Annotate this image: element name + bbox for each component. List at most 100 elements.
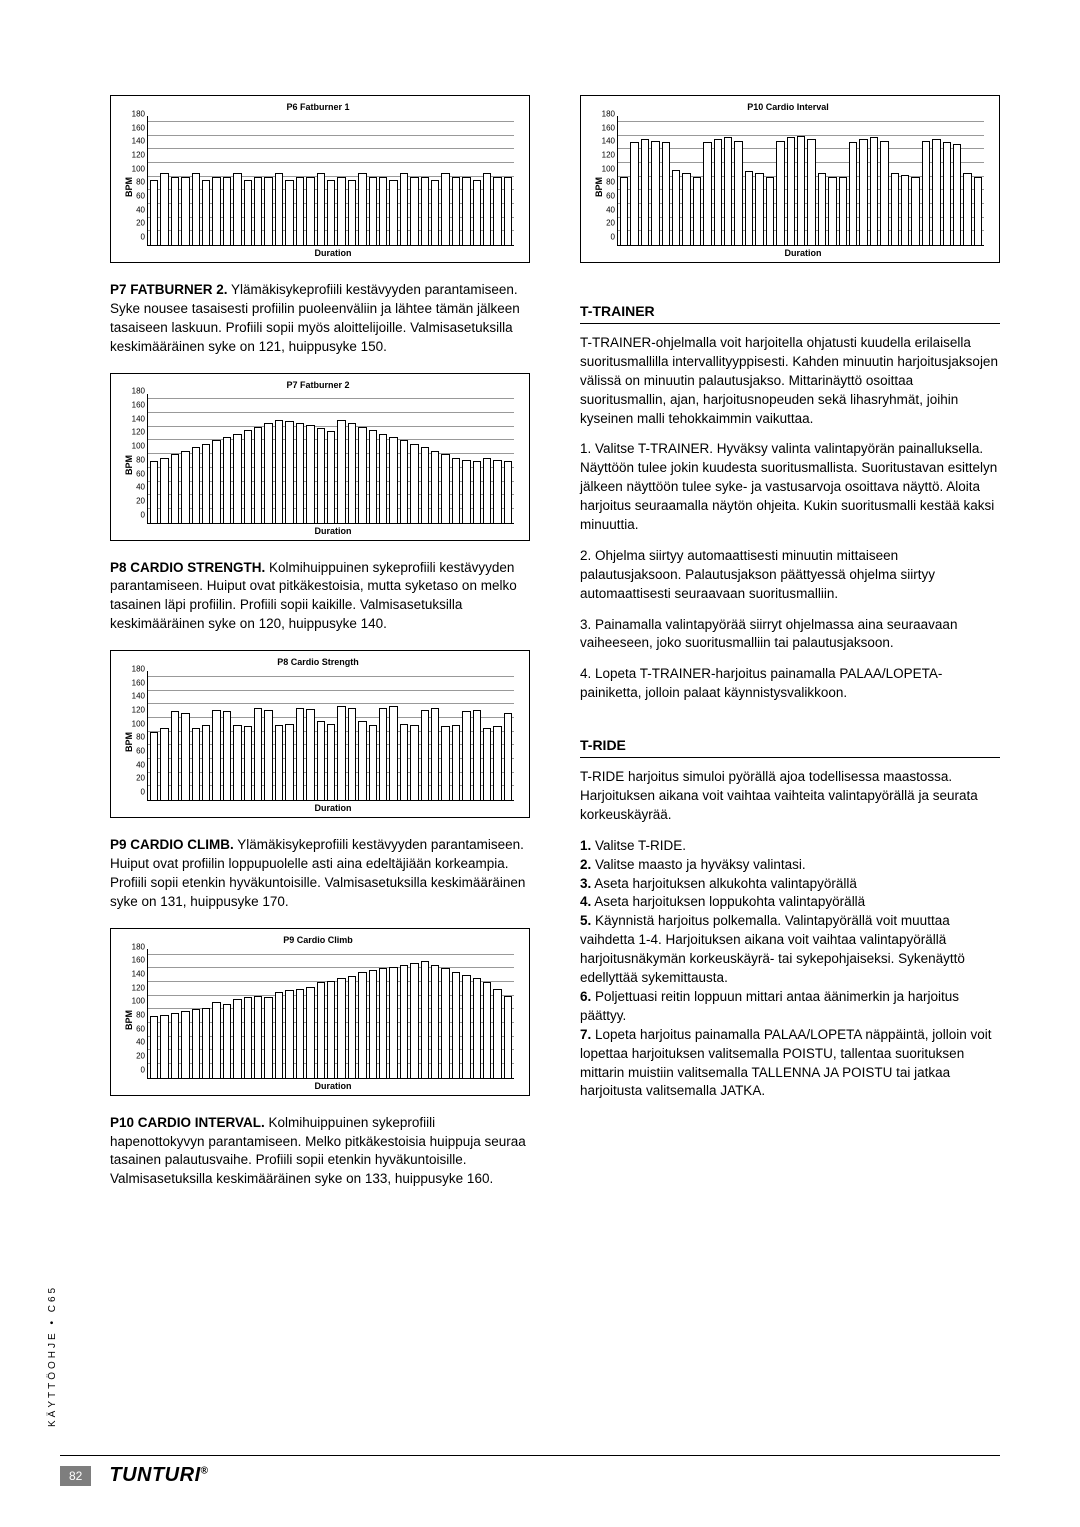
chart-bar — [223, 1004, 231, 1078]
chart-bar — [410, 444, 418, 523]
chart-bar — [160, 728, 168, 800]
chart-bar — [285, 990, 293, 1078]
chart-bar — [504, 177, 512, 245]
x-axis-label: Duration — [147, 526, 519, 536]
x-axis-label: Duration — [147, 1081, 519, 1091]
chart-bar — [431, 965, 439, 1078]
chart-bar — [160, 1015, 168, 1078]
brand-logo: TUNTURI® — [109, 1464, 208, 1487]
chart-bar — [285, 180, 293, 245]
y-tick: 60 — [136, 469, 145, 478]
chart-bar — [202, 725, 210, 800]
chart-bar — [441, 454, 449, 522]
chart-bar — [160, 173, 168, 245]
chart-bar — [400, 965, 408, 1078]
chart-bar — [160, 458, 168, 523]
list-item: 6. Poljettuasi reitin loppuun mittari an… — [580, 988, 1000, 1026]
list-number: 2. — [580, 857, 591, 872]
chart-bar — [891, 173, 899, 245]
chart-bar — [859, 139, 867, 245]
chart-bar — [473, 978, 481, 1077]
chart-bar — [317, 173, 325, 245]
y-tick: 0 — [141, 1065, 145, 1074]
y-tick: 60 — [606, 191, 615, 200]
list-number: 4. — [580, 894, 591, 909]
chart-bar — [943, 142, 951, 245]
x-axis-label: Duration — [147, 248, 519, 258]
chart-bar — [483, 458, 491, 523]
chart-bar — [254, 708, 262, 800]
chart-bar — [181, 177, 189, 245]
chart-area — [147, 116, 514, 246]
chart-bar — [389, 180, 397, 245]
chart-bar — [306, 709, 314, 800]
chart-bar — [317, 428, 325, 522]
y-tick: 120 — [602, 150, 615, 159]
chart-bar — [296, 423, 304, 522]
chart-bar — [922, 141, 930, 245]
y-tick: 40 — [606, 205, 615, 214]
brand-text: TUNTURI — [109, 1464, 200, 1486]
chart-bar — [150, 732, 158, 800]
chart-bar — [431, 180, 439, 245]
program-description: P9 CARDIO CLIMB. Ylämäkisykeprofiili kes… — [110, 836, 530, 912]
chart-bar — [327, 981, 335, 1078]
y-tick: 0 — [141, 233, 145, 242]
chart-bar — [369, 177, 377, 245]
list-item: 3. Aseta harjoituksen alkukohta valintap… — [580, 875, 1000, 894]
y-tick: 20 — [136, 1052, 145, 1061]
chart-bar — [150, 180, 158, 245]
y-tick: 120 — [132, 983, 145, 992]
y-tick: 160 — [602, 123, 615, 132]
chart-bar — [317, 982, 325, 1078]
list-number: 6. — [580, 989, 591, 1004]
chart-bar — [254, 996, 262, 1078]
y-tick: 60 — [136, 191, 145, 200]
chart-box: P9 Cardio ClimbBPM1801601401201008060402… — [110, 928, 530, 1096]
chart-bar — [348, 976, 356, 1077]
chart-bar — [358, 173, 366, 245]
chart-bar — [452, 177, 460, 245]
chart-bar — [745, 171, 753, 245]
list-item: 7. Lopeta harjoitus painamalla PALAA/LOP… — [580, 1026, 1000, 1102]
chart-bar — [963, 173, 971, 245]
program-name: P10 CARDIO INTERVAL. — [110, 1115, 265, 1130]
chart-bar — [192, 728, 200, 800]
chart-bar — [462, 177, 470, 245]
chart-bar — [483, 728, 491, 800]
chart-box: P7 Fatburner 2BPM18016014012010080604020… — [110, 373, 530, 541]
section-title: T-TRAINER — [580, 303, 1000, 324]
chart-bar — [181, 451, 189, 523]
y-tick: 100 — [602, 164, 615, 173]
chart-bar — [306, 177, 314, 245]
chart-bar — [797, 136, 805, 245]
chart-bar — [410, 725, 418, 800]
chart-bar — [369, 430, 377, 522]
chart-bar — [327, 431, 335, 523]
chart-bar — [462, 975, 470, 1078]
chart-bar — [275, 420, 283, 523]
y-tick: 100 — [132, 164, 145, 173]
chart-bar — [974, 177, 982, 245]
chart-bar — [264, 177, 272, 245]
chart-bar — [296, 989, 304, 1078]
chart-area — [147, 394, 514, 524]
chart-bar — [202, 180, 210, 245]
chart-bar — [714, 139, 722, 245]
chart-bar — [452, 458, 460, 523]
chart-bar — [410, 177, 418, 245]
paragraph: 4. Lopeta T-TRAINER-harjoitus painamalla… — [580, 665, 1000, 703]
chart-bar — [212, 1002, 220, 1077]
right-column: P10 Cardio IntervalBPM180160140120100806… — [580, 95, 1000, 1205]
chart-bar — [150, 461, 158, 523]
y-tick: 0 — [141, 510, 145, 519]
x-axis-label: Duration — [617, 248, 989, 258]
chart-bar — [389, 967, 397, 1078]
chart-bar — [264, 423, 272, 522]
chart-bar — [233, 173, 241, 245]
y-tick: 20 — [136, 774, 145, 783]
chart-bar — [911, 177, 919, 245]
chart-bar — [254, 177, 262, 245]
chart-bar — [233, 725, 241, 800]
chart-bar — [202, 1008, 210, 1078]
